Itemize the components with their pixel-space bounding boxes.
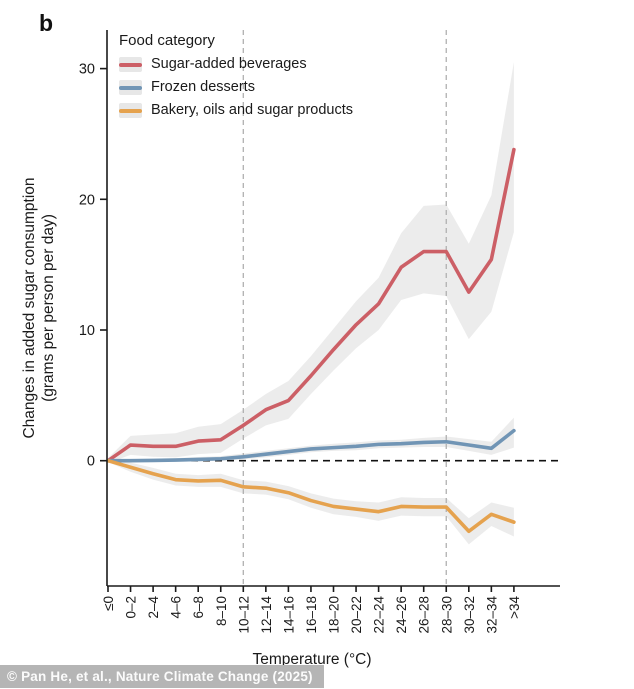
legend: Food category Sugar-added beverages Froz… xyxy=(119,33,353,126)
legend-swatch-band xyxy=(119,103,142,118)
x-tick-label: 2–4 xyxy=(146,596,161,619)
x-tick-label: 14–16 xyxy=(281,596,296,634)
x-tick-label: 28–30 xyxy=(439,596,454,634)
legend-line-red xyxy=(119,62,142,67)
series-line-frozen-desserts xyxy=(107,428,516,463)
y-tick-label: 0 xyxy=(87,454,95,470)
series-line-bakery-oils-and-sugar-products xyxy=(107,458,516,534)
axes: 0 10 20 30 ≤0 0–2 2–4 4–6 6–8 8–10 10–12 12–14 14–16… xyxy=(79,30,560,634)
confidence-band xyxy=(108,62,514,464)
x-tick-label: 6–8 xyxy=(191,596,206,619)
x-tick-label: 30–32 xyxy=(462,596,477,634)
data-lines xyxy=(107,147,516,534)
x-axis-title: Temperature (°C) xyxy=(252,651,371,668)
legend-line-blue xyxy=(119,85,142,90)
legend-line-orange xyxy=(119,108,142,113)
x-tick-label: 18–20 xyxy=(327,596,342,634)
legend-title: Food category xyxy=(119,32,215,49)
legend-item-frozen-desserts: Frozen desserts xyxy=(119,80,353,95)
x-tick-label: 0–2 xyxy=(124,596,139,619)
attribution-watermark: © Pan He, et al., Nature Climate Change … xyxy=(0,665,324,688)
x-tick-label: 12–14 xyxy=(259,596,274,634)
legend-swatch-band xyxy=(119,57,142,72)
x-tick-label: 22–24 xyxy=(372,596,387,634)
confidence-band xyxy=(108,417,514,463)
legend-item-sugar-added-beverages: Sugar-added beverages xyxy=(119,57,353,72)
series-line-sugar-added-beverages xyxy=(107,147,516,463)
x-tick-label: 16–18 xyxy=(304,596,319,634)
x-tick-label: 10–12 xyxy=(236,596,251,634)
x-tick-label: ≤0 xyxy=(101,596,116,611)
y-axis-title-line1: Changes in added sugar consumption xyxy=(21,177,38,438)
x-tick-label: 8–10 xyxy=(214,596,229,626)
y-tick-label: 30 xyxy=(79,62,95,78)
legend-label: Sugar-added beverages xyxy=(151,56,307,73)
axis-titles: Temperature (°C) Changes in added sugar … xyxy=(21,177,372,668)
y-axis-title-line2: (grams per person per day) xyxy=(40,214,57,402)
x-tick-label: 24–26 xyxy=(394,596,409,634)
legend-label: Bakery, oils and sugar products xyxy=(151,102,354,119)
x-tick-label: 4–6 xyxy=(169,596,184,619)
legend-item-bakery-oils-sugar: Bakery, oils and sugar products xyxy=(119,103,353,118)
x-tick-label: 20–22 xyxy=(349,596,364,634)
y-tick-label: 20 xyxy=(79,192,95,208)
legend-label: Frozen desserts xyxy=(151,79,255,96)
panel-label: b xyxy=(39,10,54,36)
x-tick-label: 32–34 xyxy=(484,596,499,634)
x-tick-label: >34 xyxy=(507,596,522,619)
confidence-bands xyxy=(108,62,514,545)
x-tick-label: 26–28 xyxy=(417,596,432,634)
y-tick-label: 10 xyxy=(79,323,95,339)
legend-swatch-band xyxy=(119,80,142,95)
